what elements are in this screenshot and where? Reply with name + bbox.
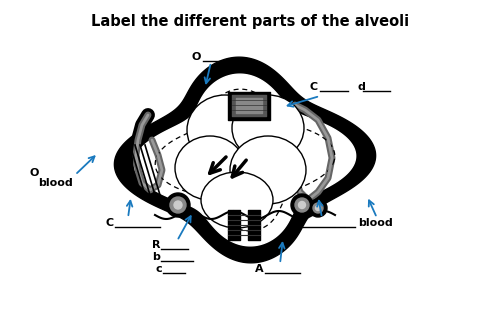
Circle shape — [170, 197, 186, 213]
Circle shape — [316, 205, 320, 210]
Text: Label the different parts of the alveoli: Label the different parts of the alveoli — [91, 14, 409, 29]
Circle shape — [174, 201, 182, 209]
Circle shape — [313, 203, 323, 213]
Ellipse shape — [201, 172, 273, 228]
Circle shape — [291, 194, 313, 216]
Text: c: c — [155, 264, 162, 274]
Text: d: d — [358, 82, 366, 92]
Circle shape — [166, 193, 190, 217]
Text: blood: blood — [38, 178, 73, 188]
Ellipse shape — [175, 136, 245, 200]
Ellipse shape — [187, 95, 263, 165]
Polygon shape — [114, 57, 376, 263]
Text: C: C — [310, 82, 318, 92]
Ellipse shape — [232, 95, 304, 161]
Text: D: D — [292, 218, 301, 228]
Text: b: b — [152, 252, 160, 262]
Text: O: O — [192, 52, 202, 62]
Text: A: A — [255, 264, 264, 274]
Polygon shape — [134, 74, 356, 246]
Text: R: R — [152, 240, 160, 250]
Text: C: C — [105, 218, 113, 228]
Circle shape — [295, 198, 309, 212]
Circle shape — [309, 199, 327, 217]
Circle shape — [298, 202, 306, 209]
Ellipse shape — [230, 136, 306, 204]
Text: O: O — [30, 168, 40, 178]
Text: blood: blood — [358, 218, 393, 228]
